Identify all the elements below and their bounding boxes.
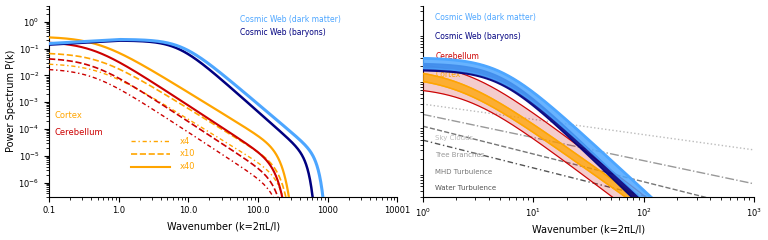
- X-axis label: Wavenumber (k=2πL/l): Wavenumber (k=2πL/l): [167, 221, 280, 231]
- Text: Cortex: Cortex: [55, 111, 82, 120]
- Text: Cosmic Web (dark matter): Cosmic Web (dark matter): [240, 15, 341, 24]
- Text: MHD Turbulence: MHD Turbulence: [435, 168, 492, 174]
- Text: Sky Clouds: Sky Clouds: [435, 135, 473, 141]
- Y-axis label: Power Spectrum P(k): Power Spectrum P(k): [5, 50, 15, 152]
- X-axis label: Wavenumber (k=2πL/l): Wavenumber (k=2πL/l): [532, 224, 645, 234]
- Text: Cerebellum: Cerebellum: [55, 128, 103, 137]
- Text: x4: x4: [180, 137, 190, 146]
- Text: Water Turbulence: Water Turbulence: [435, 185, 496, 191]
- Text: Cosmic Web (baryons): Cosmic Web (baryons): [240, 28, 326, 37]
- Text: x10: x10: [180, 150, 195, 158]
- Text: x40: x40: [180, 162, 195, 171]
- Text: Cosmic Web (dark matter): Cosmic Web (dark matter): [435, 12, 536, 22]
- Text: Cosmic Web (baryons): Cosmic Web (baryons): [435, 32, 521, 41]
- Text: Cerebellum: Cerebellum: [435, 52, 479, 61]
- Text: Tree Branches: Tree Branches: [435, 152, 485, 158]
- Text: Cortex: Cortex: [435, 70, 461, 79]
